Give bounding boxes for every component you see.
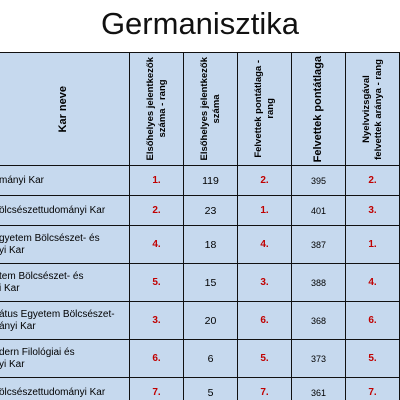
language-exam-rank-cell: 3. (345, 195, 400, 226)
column-header-avg-score-rank: Felvettek pontátlaga - rang (237, 52, 292, 166)
table-row: tem Bölcsészet- és i Kar 5. 15 3. 388 4. (0, 263, 400, 302)
first-choice-count-cell: 20 (183, 301, 238, 340)
language-exam-rank-cell: 4. (345, 263, 400, 302)
first-choice-count-cell: 18 (183, 225, 238, 264)
first-choice-count-cell: 119 (183, 165, 238, 196)
avg-score-cell: 388 (291, 263, 346, 302)
avg-score-cell: 387 (291, 225, 346, 264)
first-choice-rank-cell: 3. (129, 301, 184, 340)
avg-score-rank-cell: 7. (237, 377, 292, 400)
table-row: mányi Kar 1. 119 2. 395 2. (0, 165, 400, 196)
results-table-container: Kar neve Elsőhelyes jelentkezők száma - … (0, 52, 400, 400)
column-header-kar: Kar neve (0, 52, 130, 166)
column-header-first-choice-rank: Elsőhelyes jelentkezők száma - rang (129, 52, 184, 166)
language-exam-rank-cell: 2. (345, 165, 400, 196)
language-exam-rank-cell: 7. (345, 377, 400, 400)
table-row: dern Filológiai és yi Kar 6. 6 5. 373 5. (0, 339, 400, 378)
avg-score-cell: 368 (291, 301, 346, 340)
first-choice-count-cell: 23 (183, 195, 238, 226)
first-choice-rank-cell: 5. (129, 263, 184, 302)
first-choice-rank-cell: 6. (129, 339, 184, 378)
table-row: gyetem Bölcsészet- és yi Kar 4. 18 4. 387 1. (0, 225, 400, 264)
first-choice-rank-cell: 2. (129, 195, 184, 226)
column-header-language-exam-rank: Nyelvvizsgával felvettek aránya - rang (345, 52, 400, 166)
column-header-avg-score: Felvettek pontátlaga (291, 52, 346, 166)
avg-score-rank-cell: 4. (237, 225, 292, 264)
column-header-first-choice-count: Elsőhelyes jelentkezők száma (183, 52, 238, 166)
faculty-name-cell: mányi Kar (0, 165, 130, 196)
avg-score-rank-cell: 5. (237, 339, 292, 378)
header-row: Kar neve Elsőhelyes jelentkezők száma - … (0, 52, 400, 166)
faculty-name-cell: ölcsészettudományi Kar (0, 377, 130, 400)
avg-score-rank-cell: 3. (237, 263, 292, 302)
avg-score-rank-cell: 1. (237, 195, 292, 226)
language-exam-rank-cell: 6. (345, 301, 400, 340)
avg-score-cell: 373 (291, 339, 346, 378)
table-row: átus Egyetem Bölcsészet-ányi Kar 3. 20 6. 36… (0, 301, 400, 340)
faculty-name-cell: dern Filológiai és yi Kar (0, 339, 130, 378)
first-choice-count-cell: 15 (183, 263, 238, 302)
avg-score-cell: 401 (291, 195, 346, 226)
avg-score-rank-cell: 6. (237, 301, 292, 340)
first-choice-rank-cell: 4. (129, 225, 184, 264)
avg-score-rank-cell: 2. (237, 165, 292, 196)
language-exam-rank-cell: 1. (345, 225, 400, 264)
table-row: ölcsészettudományi Kar 7. 5 7. 361 7. (0, 377, 400, 400)
faculty-name-cell: tem Bölcsészet- és i Kar (0, 263, 130, 302)
results-table: Kar neve Elsőhelyes jelentkezők száma - … (0, 52, 400, 400)
first-choice-rank-cell: 1. (129, 165, 184, 196)
table-row: ölcsészettudományi Kar 2. 23 1. 401 3. (0, 195, 400, 226)
language-exam-rank-cell: 5. (345, 339, 400, 378)
first-choice-count-cell: 5 (183, 377, 238, 400)
first-choice-count-cell: 6 (183, 339, 238, 378)
avg-score-cell: 395 (291, 165, 346, 196)
faculty-name-cell: átus Egyetem Bölcsészet-ányi Kar (0, 301, 130, 340)
avg-score-cell: 361 (291, 377, 346, 400)
faculty-name-cell: gyetem Bölcsészet- és yi Kar (0, 225, 130, 264)
page-title: Germanisztika (100, 6, 300, 41)
first-choice-rank-cell: 7. (129, 377, 184, 400)
faculty-name-cell: ölcsészettudományi Kar (0, 195, 130, 226)
